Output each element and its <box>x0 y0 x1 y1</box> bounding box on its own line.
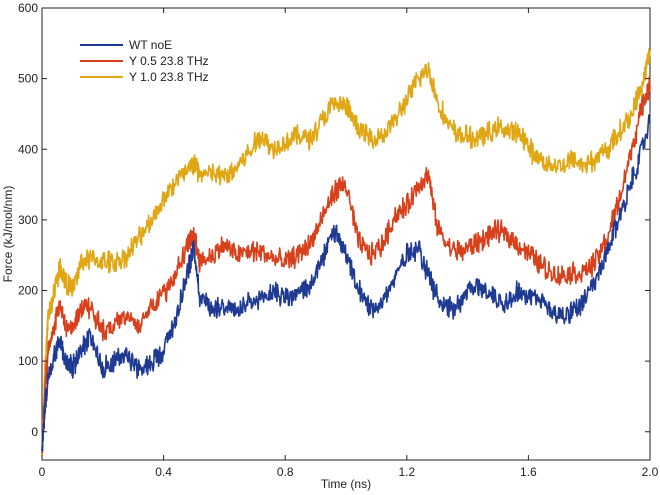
series-line-y-0-5-23-8-thz <box>41 75 651 455</box>
tick-layer: 0 0.4 0.8 1.2 1.6 2.0 0 100 200 300 400 500 600 <box>18 1 659 479</box>
y-tick-label: 600 <box>18 1 38 15</box>
x-tick-label: 1.6 <box>520 465 537 479</box>
x-tick-label: 0 <box>39 465 46 479</box>
x-tick-label: 2.0 <box>642 465 659 479</box>
x-tick-label: 0.4 <box>155 465 172 479</box>
legend-label: Y 1.0 23.8 THz <box>129 70 209 84</box>
plot-frame <box>41 7 651 461</box>
series-layer <box>41 48 651 457</box>
y-tick-label: 0 <box>31 425 38 439</box>
legend-label: Y 0.5 23.8 THz <box>129 54 209 68</box>
plot-area-border <box>41 7 651 461</box>
y-tick-label: 200 <box>18 284 38 298</box>
x-tick-label: 1.2 <box>398 465 415 479</box>
x-axis-label: Time (ns) <box>321 477 371 491</box>
legend: WT noE Y 0.5 23.8 THz Y 1.0 23.8 THz <box>80 38 209 84</box>
x-tick-label: 0.8 <box>277 465 294 479</box>
y-tick-label: 500 <box>18 72 38 86</box>
series-line-y-1-0-23-8-thz <box>41 48 651 457</box>
y-tick-label: 400 <box>18 142 38 156</box>
y-axis-label: Force (kJ/mol/nm) <box>1 186 15 283</box>
y-tick-label: 300 <box>18 213 38 227</box>
y-tick-label: 100 <box>18 354 38 368</box>
legend-label: WT noE <box>129 38 172 52</box>
series-line-wt-noe <box>41 114 651 452</box>
